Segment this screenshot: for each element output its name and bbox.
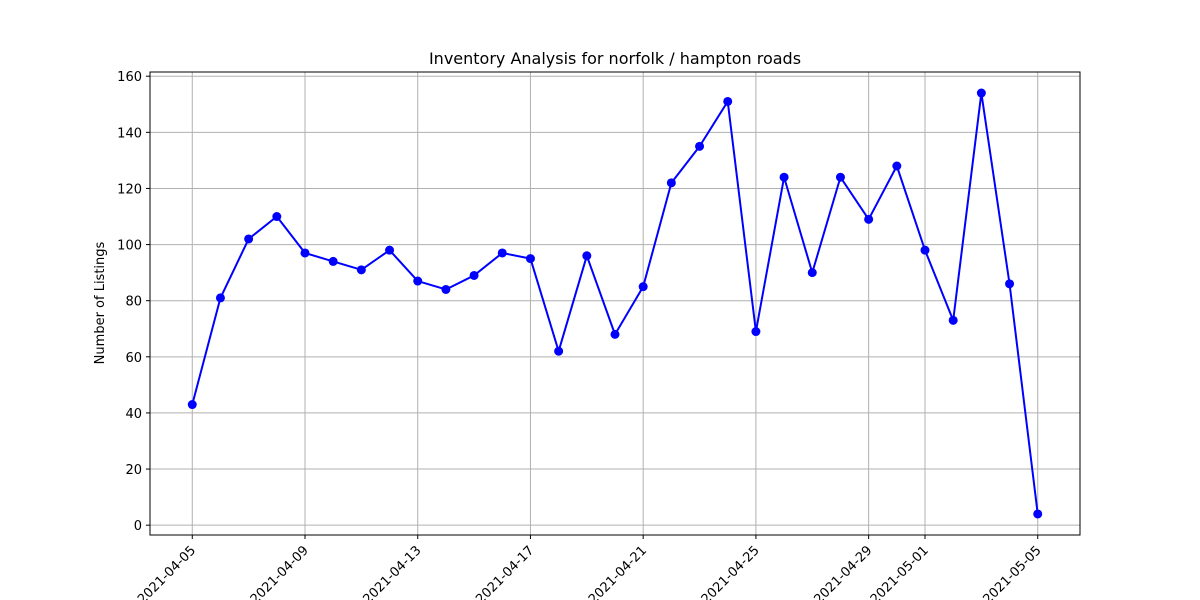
x-tick-label: 2021-04-05: [135, 543, 199, 600]
data-point: [497, 248, 507, 258]
data-point: [244, 234, 254, 244]
plot-frame: [149, 71, 1081, 536]
y-axis: 0 20 40 60 80 100 120 140 160: [117, 70, 150, 534]
y-tick-label: 160: [117, 70, 142, 85]
grid: [150, 72, 1080, 535]
data-point: [723, 96, 733, 106]
y-tick-label: 60: [125, 351, 142, 366]
data-point: [525, 254, 535, 264]
data-point: [469, 270, 479, 280]
data-point: [751, 327, 761, 337]
x-tick-label: 2021-04-17: [473, 543, 537, 600]
data-point: [300, 248, 310, 258]
x-axis: 2021-04-05 2021-04-09 2021-04-13 2021-04-17…: [135, 535, 1045, 600]
chart-title: Inventory Analysis for norfolk / hampton…: [429, 49, 801, 68]
y-tick-label: 0: [134, 519, 142, 534]
y-tick-label: 140: [117, 126, 142, 141]
data-point: [835, 172, 845, 182]
y-tick-label: 80: [125, 295, 142, 310]
data-point: [807, 268, 817, 278]
series-line: [191, 92, 1039, 515]
data-point: [920, 245, 930, 255]
x-tick-label: 2021-05-05: [981, 543, 1045, 600]
x-tick-label: 2021-05-01: [868, 543, 932, 600]
x-tick-label: 2021-04-21: [586, 543, 650, 600]
data-point: [610, 329, 620, 339]
data-point: [328, 256, 338, 266]
data-point: [948, 315, 958, 325]
data-point: [582, 251, 592, 261]
y-tick-label: 20: [125, 463, 142, 478]
x-tick-label: 2021-04-29: [811, 543, 875, 600]
y-tick-label: 120: [117, 182, 142, 197]
data-point: [864, 214, 874, 224]
data-point: [385, 245, 395, 255]
data-point: [779, 172, 789, 182]
data-point: [1033, 509, 1043, 519]
data-point: [413, 276, 423, 286]
y-axis-label: Number of Listings: [93, 241, 108, 364]
data-point: [638, 282, 648, 292]
data-point: [554, 346, 564, 356]
data-point: [187, 400, 197, 410]
data-point: [892, 161, 902, 171]
data-point: [272, 212, 282, 222]
data-point: [976, 88, 986, 98]
data-point: [356, 265, 366, 275]
data-point: [1005, 279, 1015, 289]
y-tick-label: 100: [117, 239, 142, 254]
data-point: [441, 284, 451, 294]
data-point: [695, 141, 705, 151]
data-point: [215, 293, 225, 303]
x-tick-label: 2021-04-09: [248, 543, 312, 600]
x-tick-label: 2021-04-13: [361, 543, 425, 600]
x-tick-label: 2021-04-25: [699, 543, 763, 600]
series-group: [187, 88, 1043, 519]
y-tick-label: 40: [125, 407, 142, 422]
data-point: [666, 178, 676, 188]
